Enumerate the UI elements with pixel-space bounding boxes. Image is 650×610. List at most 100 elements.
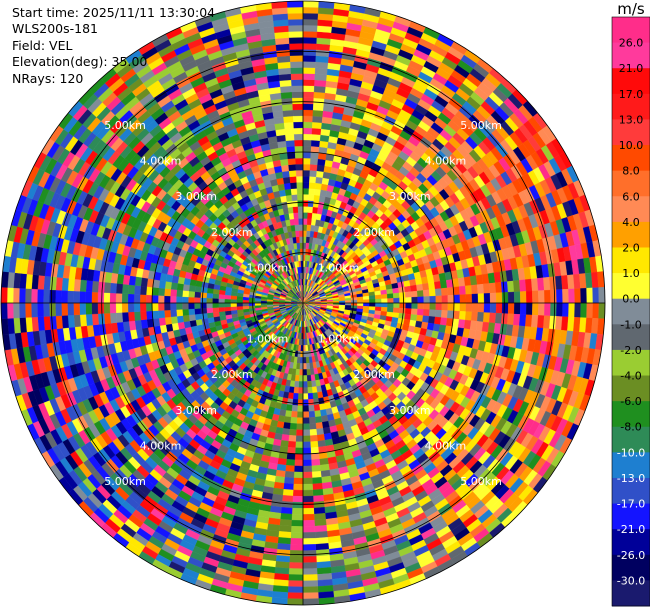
velocity-gate-cell: [305, 344, 309, 352]
velocity-gate-cell: [507, 313, 515, 326]
velocity-gate-cell: [374, 294, 382, 300]
velocity-gate-cell: [312, 495, 324, 503]
velocity-gate-cell: [236, 299, 243, 304]
velocity-gate-cell: [133, 302, 141, 313]
velocity-gate-cell: [302, 194, 309, 201]
velocity-gate-cell: [302, 67, 316, 74]
velocity-gate-cell: [284, 410, 292, 418]
velocity-gate-cell: [562, 302, 569, 318]
velocity-gate-cell: [316, 428, 324, 436]
velocity-gate-cell: [580, 287, 588, 304]
velocity-gate-cell: [302, 544, 317, 551]
velocity-gate-cell: [453, 310, 460, 320]
velocity-gate-cell: [314, 416, 323, 424]
velocity-gate-cell: [282, 495, 294, 503]
velocity-gate-cell: [182, 290, 190, 298]
velocity-gate-cell: [302, 224, 308, 231]
velocity-gate-cell: [440, 287, 448, 296]
velocity-gate-cell: [73, 278, 81, 292]
velocity-gate-cell: [302, 562, 318, 569]
velocity-gate-cell: [43, 316, 51, 331]
velocity-gate-cell: [12, 302, 20, 319]
velocity-gate-cell: [200, 297, 207, 304]
velocity-gate-cell: [302, 580, 319, 588]
velocity-gate-cell: [293, 465, 304, 473]
velocity-gate-cell: [556, 302, 563, 317]
velocity-gate-cell: [195, 318, 203, 326]
velocity-gate-cell: [302, 109, 314, 117]
velocity-gate-cell: [313, 91, 326, 99]
velocity-gate-cell: [139, 302, 147, 312]
velocity-gate-cell: [188, 296, 195, 304]
velocity-gate-cell: [549, 315, 557, 330]
velocity-gate-cell: [170, 288, 178, 297]
velocity-gate-cell: [410, 290, 418, 298]
velocity-gate-cell: [283, 483, 294, 491]
velocity-gate-cell: [393, 302, 400, 309]
velocity-gate-cell: [212, 293, 220, 299]
velocity-gate-cell: [289, 556, 304, 563]
velocity-gate-cell: [598, 287, 606, 304]
velocity-gate-cell: [363, 299, 370, 304]
velocity-gate-cell: [288, 562, 304, 569]
velocity-gate-cell: [67, 290, 74, 304]
velocity-gate-cell: [85, 280, 93, 293]
velocity-gate-cell: [146, 310, 153, 320]
velocity-gate-cell: [79, 291, 87, 304]
velocity-gate-cell: [315, 422, 324, 430]
velocity-gate-cell: [368, 295, 376, 300]
velocity-gate-cell: [291, 507, 304, 515]
start-time-text: Start time: 2025/11/11 13:30:04: [12, 5, 216, 20]
velocity-gate-cell: [242, 305, 250, 310]
velocity-gate-cell: [453, 294, 461, 304]
velocity-gate-cell: [302, 423, 310, 430]
velocity-gate-cell: [302, 375, 308, 382]
velocity-gate-cell: [302, 519, 315, 527]
velocity-gate-cell: [55, 302, 62, 317]
velocity-gate-cell: [398, 286, 406, 294]
velocity-gate-cell: [471, 302, 479, 313]
velocity-gate-cell: [363, 302, 370, 307]
velocity-gate-cell: [164, 309, 172, 318]
velocity-gate-cell: [306, 380, 313, 388]
velocity-gate-cell: [97, 302, 105, 314]
velocity-gate-cell: [307, 392, 314, 400]
velocity-gate-cell: [302, 598, 319, 606]
velocity-gate-cell: [201, 317, 209, 325]
velocity-gate-cell: [297, 393, 304, 400]
velocity-gate-cell: [302, 37, 318, 44]
velocity-gate-cell: [392, 292, 400, 299]
velocity-gate-cell: [85, 291, 93, 304]
velocity-gate-cell: [519, 314, 527, 327]
velocity-gate-cell: [495, 282, 503, 294]
velocity-gate-cell: [357, 299, 364, 304]
velocity-gate-cell: [248, 300, 255, 304]
velocity-gate-cell: [133, 311, 141, 321]
velocity-gate-cell: [312, 103, 324, 111]
velocity-gate-cell: [296, 417, 304, 424]
velocity-gate-cell: [115, 283, 123, 294]
nrays-text: NRays: 120: [12, 70, 84, 86]
velocity-gate-cell: [310, 453, 320, 460]
velocity-gate-cell: [574, 302, 581, 318]
velocity-gate-cell: [386, 307, 394, 313]
velocity-gate-cell: [103, 292, 111, 304]
velocity-gate-cell: [315, 176, 324, 184]
velocity-gate-cell: [302, 6, 319, 14]
velocity-gate-cell: [483, 312, 491, 323]
velocity-gate-cell: [399, 302, 406, 309]
velocity-gate-cell: [158, 287, 166, 296]
velocity-gate-cell: [311, 471, 322, 479]
velocity-gate-cell: [302, 477, 313, 485]
velocity-gate-cell: [404, 308, 412, 315]
velocity-gate-cell: [224, 310, 232, 316]
velocity-gate-cell: [280, 507, 293, 515]
velocity-gate-cell: [316, 434, 325, 442]
velocity-gate-cell: [302, 411, 310, 418]
velocity-gate-cell: [115, 312, 123, 323]
velocity-gate-cell: [495, 302, 503, 314]
site-name-text: WLS200s-181: [12, 21, 98, 37]
velocity-gate-cell: [298, 387, 304, 394]
velocity-gate-cell: [43, 289, 50, 304]
velocity-gate-cell: [293, 483, 304, 491]
